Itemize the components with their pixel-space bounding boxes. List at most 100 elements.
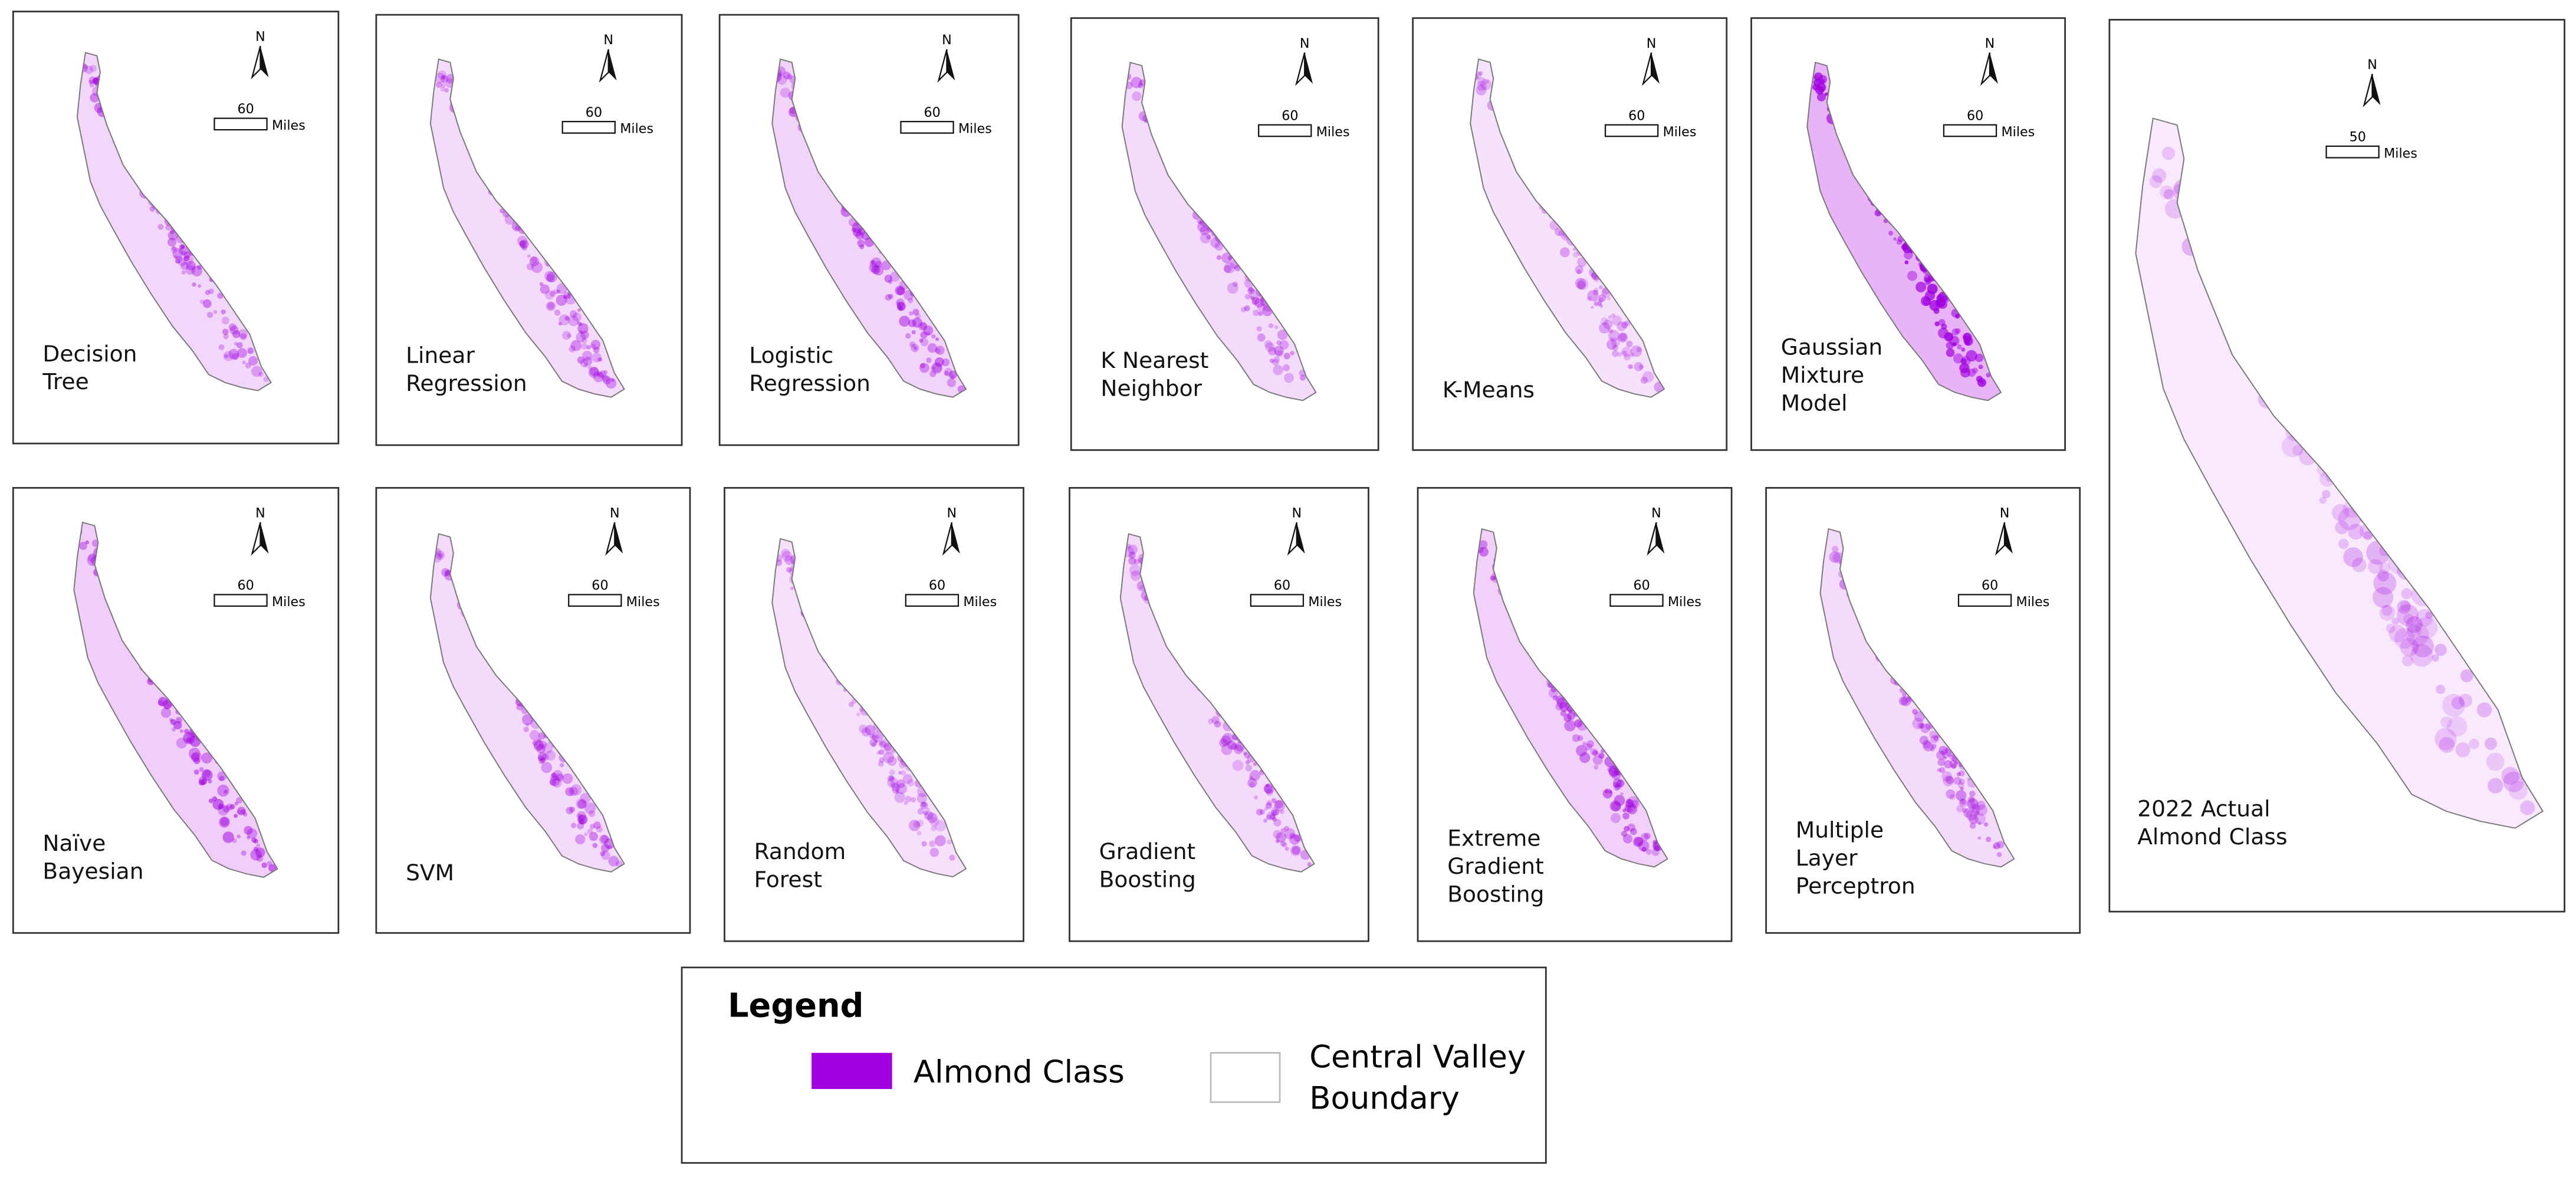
almond-patch [586, 345, 592, 350]
almond-patch [224, 354, 228, 358]
almond-patch [553, 289, 558, 295]
almond-patch [895, 285, 905, 296]
almond-patch [2394, 628, 2415, 649]
almond-patch [1931, 744, 1937, 749]
scale-unit: Miles [272, 594, 305, 610]
almond-patch [179, 246, 189, 256]
almond-patch [916, 831, 922, 835]
almond-patch [906, 779, 915, 787]
almond-patch [1902, 692, 1907, 697]
almond-patch [199, 767, 204, 772]
almond-patch [193, 757, 201, 765]
almond-patch [229, 804, 235, 810]
almond-patch [580, 331, 589, 340]
almond-patch [1624, 825, 1629, 832]
almond-patch [2455, 742, 2470, 758]
almond-patch [588, 367, 600, 379]
north-label: N [1651, 506, 1661, 521]
almond-patch [241, 809, 247, 815]
almond-patch [1620, 792, 1624, 796]
almond-patch [546, 271, 558, 283]
almond-patch [546, 274, 555, 282]
almond-patch [551, 772, 557, 778]
almond-patch [898, 305, 902, 310]
almond-patch [1959, 778, 1965, 785]
almond-patch [583, 356, 593, 366]
almond-patch [1654, 845, 1660, 851]
almond-patch [83, 64, 88, 69]
almond-patch [1590, 748, 1598, 756]
almond-patch [1222, 732, 1234, 744]
almond-patch [544, 271, 555, 282]
almond-patch [859, 244, 865, 249]
panel-frame [1765, 486, 2081, 934]
almond-patch [1642, 371, 1654, 383]
almond-patch [2501, 767, 2519, 785]
almond-patch [1279, 809, 1284, 814]
almond-patch [444, 88, 449, 93]
almond-patch [2442, 693, 2465, 717]
almond-patch [2407, 624, 2421, 639]
almond-patch [1266, 784, 1269, 787]
almond-patch [1271, 810, 1277, 817]
almond-patch [931, 362, 942, 374]
almond-patch [790, 586, 794, 590]
almond-patch [1289, 833, 1296, 839]
almond-patch [920, 331, 928, 339]
almond-patch [1919, 723, 1925, 729]
scale-unit: Miles [1663, 124, 1697, 140]
almond-patch [1622, 812, 1629, 820]
almond-patch [2503, 771, 2524, 792]
almond-patch [1128, 557, 1136, 565]
almond-patch [1478, 71, 1483, 76]
almond-patch [1824, 92, 1828, 96]
almond-patch [2401, 588, 2413, 600]
almond-patch [1279, 340, 1289, 350]
legend-label: Central Valley [1309, 1039, 1526, 1075]
almond-patch [1490, 575, 1496, 581]
almond-patch [892, 787, 899, 794]
almond-patch [1607, 328, 1612, 333]
almond-patch [1603, 319, 1613, 329]
almond-patch [1249, 782, 1255, 788]
almond-patch [253, 846, 258, 851]
almond-patch [935, 820, 947, 832]
almond-patch [538, 740, 547, 749]
almond-patch [1559, 702, 1569, 712]
almond-patch [550, 776, 560, 787]
almond-patch [222, 805, 231, 813]
almond-patch [1257, 333, 1266, 342]
almond-patch [219, 775, 225, 781]
almond-patch [1272, 817, 1277, 822]
almond-patch [1250, 296, 1255, 300]
almond-patch [191, 265, 202, 277]
almond-patch [1634, 837, 1644, 846]
almond-patch [1600, 317, 1608, 325]
almond-patch [1264, 340, 1273, 348]
almond-patch [183, 251, 190, 259]
almond-patch [1221, 252, 1233, 264]
almond-patch [577, 815, 587, 824]
almond-patch [178, 257, 187, 267]
legend-label: Boundary [1309, 1080, 1460, 1116]
almond-patch [1953, 777, 1961, 785]
almond-patch [944, 370, 949, 376]
almond-patch [934, 357, 944, 367]
almond-patch [2386, 623, 2396, 633]
almond-patch [597, 357, 602, 362]
valley-boundary [1119, 533, 1315, 873]
almond-patch [1576, 281, 1586, 290]
almond-patch [1936, 751, 1946, 760]
north-arrow [260, 522, 269, 554]
almond-patch [1615, 783, 1622, 789]
almond-patch [2161, 146, 2176, 160]
almond-patch [923, 325, 934, 335]
almond-patch [576, 332, 586, 343]
almond-patch [1957, 782, 1964, 789]
almond-patch [1133, 558, 1140, 565]
almond-patch [1560, 710, 1567, 717]
almond-patch [879, 749, 885, 755]
almond-patch [222, 328, 229, 335]
panel-label: Bayesian [42, 858, 143, 884]
